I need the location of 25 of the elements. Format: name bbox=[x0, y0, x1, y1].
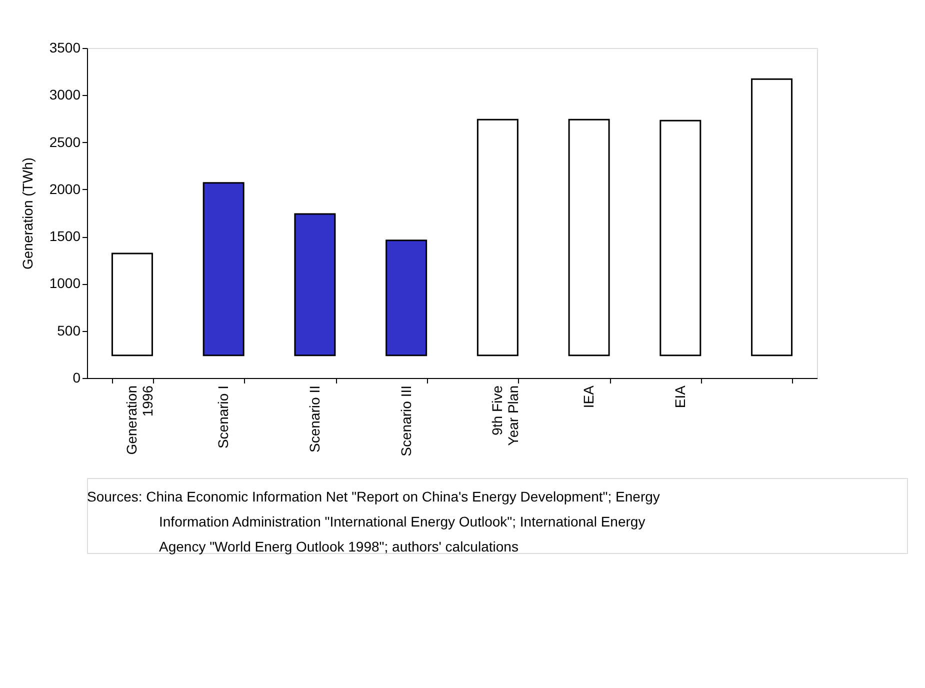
y-tick-label: 0 bbox=[72, 370, 81, 386]
bar bbox=[660, 120, 702, 356]
y-tick-label: 500 bbox=[57, 322, 81, 338]
y-tick-label: 1000 bbox=[49, 275, 81, 292]
x-tick-label: EIA bbox=[672, 384, 688, 408]
y-tick-label: 1500 bbox=[49, 228, 81, 244]
bar bbox=[386, 240, 428, 356]
x-tick-label: Generation 1996 bbox=[124, 385, 156, 455]
y-tick-label: 2000 bbox=[49, 180, 81, 197]
x-tick-label: 9th Five Year Plan bbox=[489, 385, 522, 446]
x-tick-label: IEA bbox=[580, 384, 597, 408]
bar bbox=[568, 118, 610, 356]
y-axis-title: Generation (TWh) bbox=[19, 157, 36, 270]
bar bbox=[202, 182, 244, 356]
y-tick-label: 3500 bbox=[49, 40, 81, 56]
bar bbox=[111, 252, 153, 356]
x-tick-label: Scenario I bbox=[215, 386, 232, 449]
source-note: Sources: China Economic Information Net "Report on China's Energy Development"; Energy Information Administration "International Energy Outlook"; International Energy Agency "World Energ Outlook 1998"; authors' calculations bbox=[87, 488, 660, 554]
x-tick-label: Scenario II bbox=[306, 386, 322, 452]
y-tick-label: 2500 bbox=[49, 134, 81, 150]
x-tick-label: Scenario III bbox=[398, 386, 414, 456]
bar bbox=[294, 213, 336, 356]
y-tick-label: 3000 bbox=[49, 86, 81, 103]
bar bbox=[476, 118, 518, 356]
bar bbox=[751, 78, 793, 356]
